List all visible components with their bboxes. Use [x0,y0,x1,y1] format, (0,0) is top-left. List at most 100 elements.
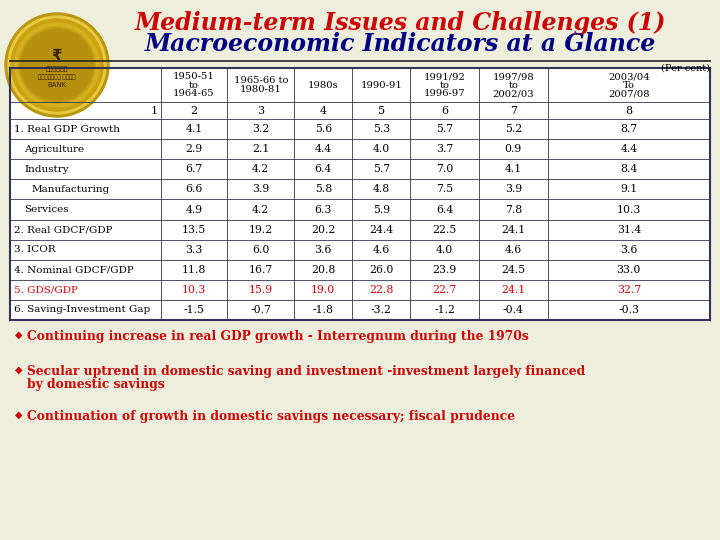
Text: 19.2: 19.2 [248,225,273,234]
Circle shape [8,16,106,114]
Text: BANK: BANK [48,82,67,88]
Text: 4.6: 4.6 [505,245,522,255]
Text: 1990-91: 1990-91 [361,80,402,90]
Text: 4.4: 4.4 [315,144,332,154]
Text: 3.9: 3.9 [252,185,269,194]
Text: -1.2: -1.2 [434,305,455,315]
Text: 4. Nominal GDCF/GDP: 4. Nominal GDCF/GDP [14,265,134,274]
Text: 20.8: 20.8 [311,265,336,275]
Text: 8: 8 [625,106,632,116]
Text: Industry: Industry [24,165,68,174]
Bar [10,68,710,320]
Text: 2003/04: 2003/04 [608,72,649,81]
Text: Agriculture: Agriculture [24,145,84,154]
Text: भारतीय: भारतीय [46,66,68,72]
Text: 3.7: 3.7 [436,144,454,154]
Text: 6.6: 6.6 [185,185,202,194]
Text: 8.7: 8.7 [620,124,637,134]
Text: 24.1: 24.1 [501,285,526,295]
Text: to: to [508,80,518,90]
Text: Secular uptrend in domestic saving and investment -investment largely financed: Secular uptrend in domestic saving and i… [27,365,585,378]
Circle shape [11,19,103,111]
Text: 22.5: 22.5 [433,225,456,234]
Text: 0.9: 0.9 [505,144,522,154]
Text: 24.4: 24.4 [369,225,393,234]
Text: 22.7: 22.7 [433,285,456,295]
Text: -0.3: -0.3 [618,305,639,315]
Text: 2002/03: 2002/03 [492,89,534,98]
Text: 5.7: 5.7 [373,164,390,174]
Text: (Per cent): (Per cent) [661,64,710,73]
Text: 1: 1 [150,106,158,116]
Text: 11.8: 11.8 [181,265,206,275]
Text: ₹: ₹ [52,48,63,63]
Text: -1.5: -1.5 [184,305,204,315]
Text: ◆: ◆ [15,330,22,340]
Text: 4.4: 4.4 [620,144,637,154]
Text: 5.6: 5.6 [315,124,332,134]
Text: Services: Services [24,205,68,214]
Circle shape [5,13,109,117]
Text: Macroeconomic Indicators at a Glance: Macroeconomic Indicators at a Glance [145,32,656,56]
Text: 10.3: 10.3 [616,205,641,214]
Text: 4.0: 4.0 [436,245,454,255]
Text: 6.4: 6.4 [436,205,454,214]
Text: 6.4: 6.4 [315,164,332,174]
Text: 1996-97: 1996-97 [424,89,466,98]
Text: 1965-66 to: 1965-66 to [233,76,288,85]
Text: 10.3: 10.3 [181,285,206,295]
Text: 4.6: 4.6 [373,245,390,255]
Text: 16.7: 16.7 [248,265,273,275]
Text: 4.2: 4.2 [252,164,269,174]
Text: 3.3: 3.3 [185,245,202,255]
Text: 5.8: 5.8 [315,185,332,194]
Text: to: to [189,80,199,90]
Text: 7: 7 [510,106,517,116]
Text: 1964-65: 1964-65 [173,89,215,98]
Text: 1980s: 1980s [308,80,338,90]
Text: 32.7: 32.7 [616,285,641,295]
Text: 19.0: 19.0 [311,285,336,295]
Text: Continuation of growth in domestic savings necessary; fiscal prudence: Continuation of growth in domestic savin… [27,410,515,423]
Text: Continuing increase in real GDP growth - Interregnum during the 1970s: Continuing increase in real GDP growth -… [27,330,528,343]
Text: 20.2: 20.2 [311,225,336,234]
Text: 6.3: 6.3 [315,205,332,214]
Text: 3.9: 3.9 [505,185,522,194]
Text: 4.2: 4.2 [252,205,269,214]
Circle shape [15,23,99,107]
Text: 4.0: 4.0 [373,144,390,154]
Text: 9.1: 9.1 [620,185,637,194]
Text: रिज़र्व बैंक: रिज़र्व बैंक [38,74,76,80]
Text: 4.9: 4.9 [185,205,202,214]
Text: 3.2: 3.2 [252,124,269,134]
Text: 2.9: 2.9 [185,144,202,154]
Text: 3.6: 3.6 [620,245,637,255]
Text: 4: 4 [320,106,327,116]
Text: 24.5: 24.5 [501,265,526,275]
Text: 2007/08: 2007/08 [608,89,649,98]
Text: -0.7: -0.7 [251,305,271,315]
Text: 5.2: 5.2 [505,124,522,134]
Text: 2.1: 2.1 [252,144,269,154]
Text: 6: 6 [441,106,449,116]
Text: 1980-81: 1980-81 [240,85,282,94]
Text: 1991/92: 1991/92 [424,72,466,81]
Text: 1997/98: 1997/98 [492,72,534,81]
Text: 3.6: 3.6 [315,245,332,255]
Text: 5: 5 [378,106,385,116]
Text: 5.9: 5.9 [373,205,390,214]
Text: 1. Real GDP Growth: 1. Real GDP Growth [14,125,120,134]
Text: 2. Real GDCF/GDP: 2. Real GDCF/GDP [14,225,112,234]
Text: Manufacturing: Manufacturing [32,185,110,194]
Text: 15.9: 15.9 [248,285,273,295]
Text: to: to [440,80,450,90]
Text: 7.5: 7.5 [436,185,454,194]
Text: by domestic savings: by domestic savings [27,378,165,391]
Text: 5.3: 5.3 [373,124,390,134]
Text: 31.4: 31.4 [616,225,641,234]
Text: 13.5: 13.5 [181,225,206,234]
Text: 4.8: 4.8 [373,185,390,194]
Text: 3. ICOR: 3. ICOR [14,245,55,254]
Text: 7.8: 7.8 [505,205,522,214]
Text: 2: 2 [190,106,197,116]
